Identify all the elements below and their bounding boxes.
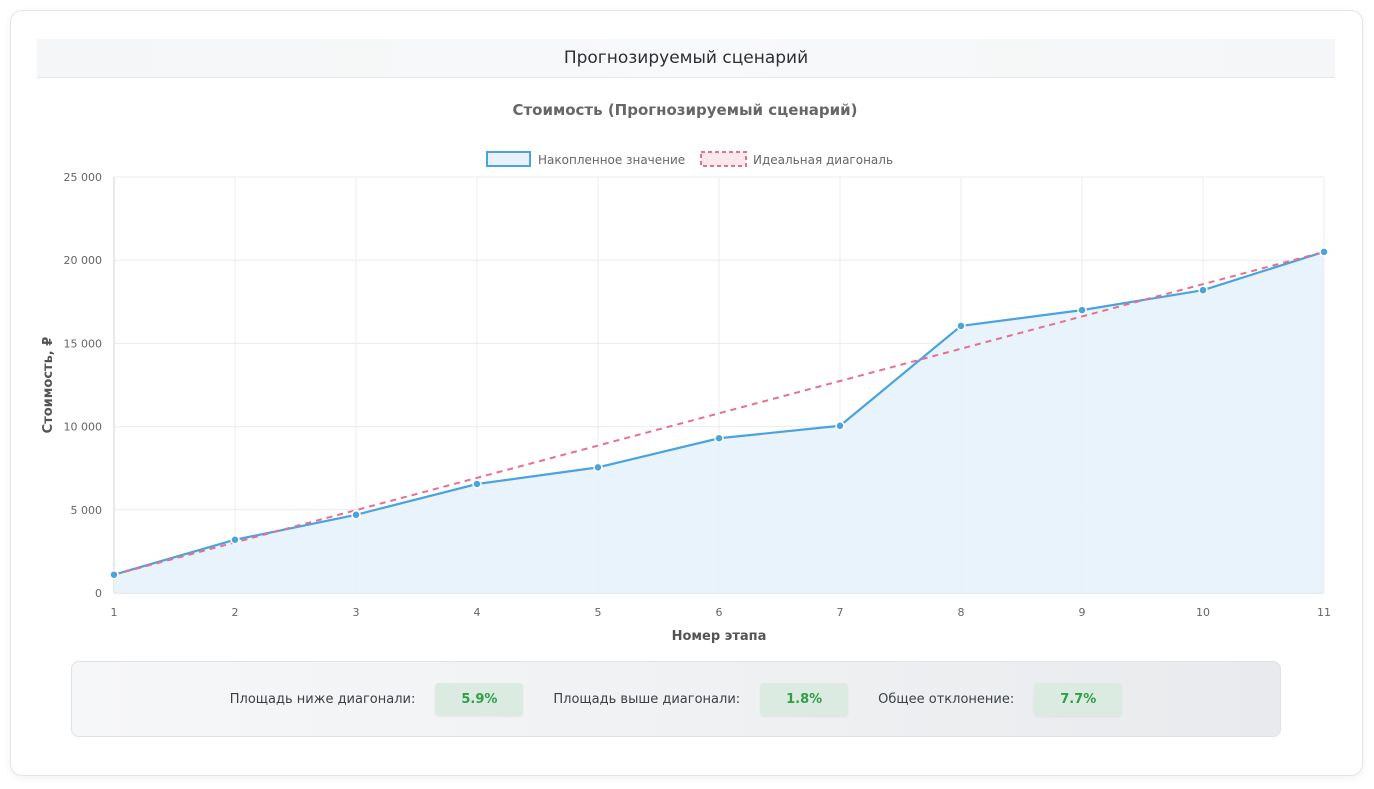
stat-label-below: Площадь ниже диагонали: — [229, 691, 416, 707]
card-title: Прогнозируемый сценарий — [563, 48, 809, 68]
data-point — [1319, 247, 1329, 257]
stat-value-above: 1.8% — [760, 682, 849, 716]
y-tick-label: 0 — [95, 587, 102, 600]
legend-swatch-solid-icon — [486, 151, 531, 167]
x-tick-label: 8 — [958, 606, 965, 619]
x-axis-title: Номер этапа — [672, 629, 767, 644]
x-tick-label: 4 — [474, 606, 481, 619]
data-point — [714, 433, 724, 443]
stat-value-below: 5.9% — [435, 682, 524, 716]
cost-chart: Стоимость (Прогнозируемый сценарий) Нако… — [41, 101, 1332, 644]
y-tick-label: 15 000 — [64, 337, 103, 350]
stat-label-total: Общее отклонение: — [878, 691, 1015, 707]
x-tick-label: 11 — [1317, 606, 1331, 619]
data-point — [109, 569, 119, 580]
data-point — [1077, 305, 1087, 315]
stat-label-above: Площадь выше диагонали: — [553, 691, 741, 707]
data-point — [956, 321, 966, 331]
y-axis-ticks: 0 5 000 10 000 15 000 20 000 25 000 — [64, 171, 103, 600]
stats-panel: Площадь ниже диагонали: 5.9% Площадь выш… — [71, 661, 1281, 737]
x-tick-label: 7 — [837, 606, 844, 619]
x-axis-ticks: 1 2 3 4 5 6 7 8 9 10 11 — [111, 606, 1332, 619]
legend-label-diagonal: Идеальная диагональ — [753, 153, 893, 167]
x-tick-label: 9 — [1079, 606, 1086, 619]
legend-item-cumulative[interactable]: Накопленное значение — [486, 151, 685, 167]
x-tick-label: 2 — [232, 606, 239, 619]
y-tick-label: 5 000 — [71, 504, 103, 517]
y-tick-label: 25 000 — [64, 171, 103, 184]
x-tick-label: 6 — [716, 606, 723, 619]
data-points — [109, 247, 1329, 580]
data-point — [472, 479, 482, 489]
y-tick-label: 10 000 — [64, 421, 103, 434]
stat-value-total: 7.7% — [1034, 682, 1123, 716]
chart-title: Стоимость (Прогнозируемый сценарий) — [512, 101, 857, 119]
data-point — [835, 421, 845, 431]
x-tick-label: 10 — [1196, 606, 1210, 619]
x-tick-label: 3 — [353, 606, 360, 619]
y-tick-label: 20 000 — [64, 254, 103, 267]
card-header: Прогнозируемый сценарий — [37, 39, 1335, 78]
x-tick-label: 5 — [595, 606, 602, 619]
data-point — [1198, 285, 1208, 295]
data-point — [593, 462, 603, 473]
x-tick-label: 1 — [111, 606, 118, 619]
cumulative-area — [114, 251, 1324, 593]
legend: Накопленное значение Идеальная диагональ — [486, 151, 893, 167]
y-axis-title: Стоимость, ₽ — [41, 337, 56, 434]
legend-item-diagonal[interactable]: Идеальная диагональ — [700, 151, 893, 167]
legend-swatch-dashed-icon — [700, 151, 747, 167]
legend-label-cumulative: Накопленное значение — [538, 153, 685, 167]
data-point — [351, 510, 361, 520]
data-point — [230, 535, 240, 545]
